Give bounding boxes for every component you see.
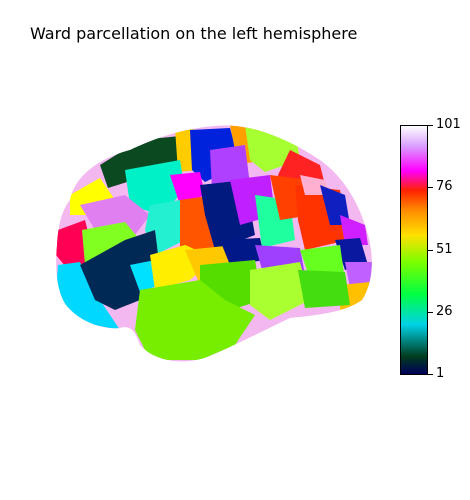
parcel — [250, 262, 310, 320]
parcel — [100, 135, 190, 188]
parcel — [80, 195, 150, 235]
colorbar-tick-label: 101 — [436, 117, 461, 132]
colorbar-tick — [428, 312, 433, 313]
parcel — [220, 238, 265, 265]
parcel — [320, 185, 350, 225]
parcel — [345, 262, 372, 288]
colorbar-tick-label: 1 — [436, 366, 445, 381]
colorbar-tick-label: 26 — [436, 304, 453, 319]
parcel — [340, 215, 368, 245]
colorbar-tick — [428, 125, 433, 126]
colorbar-tick-label: 76 — [436, 179, 453, 194]
parcel — [135, 280, 255, 360]
colorbar-tick-label: 51 — [436, 242, 453, 257]
colorbar-tick — [428, 250, 433, 251]
colorbar-tick — [428, 374, 433, 375]
parcel — [170, 172, 205, 205]
parcel — [298, 270, 350, 308]
colorbar-tick — [428, 187, 433, 188]
colorbar — [400, 125, 428, 375]
parcel — [125, 160, 185, 215]
figure-title: Ward parcellation on the left hemisphere — [30, 24, 358, 43]
